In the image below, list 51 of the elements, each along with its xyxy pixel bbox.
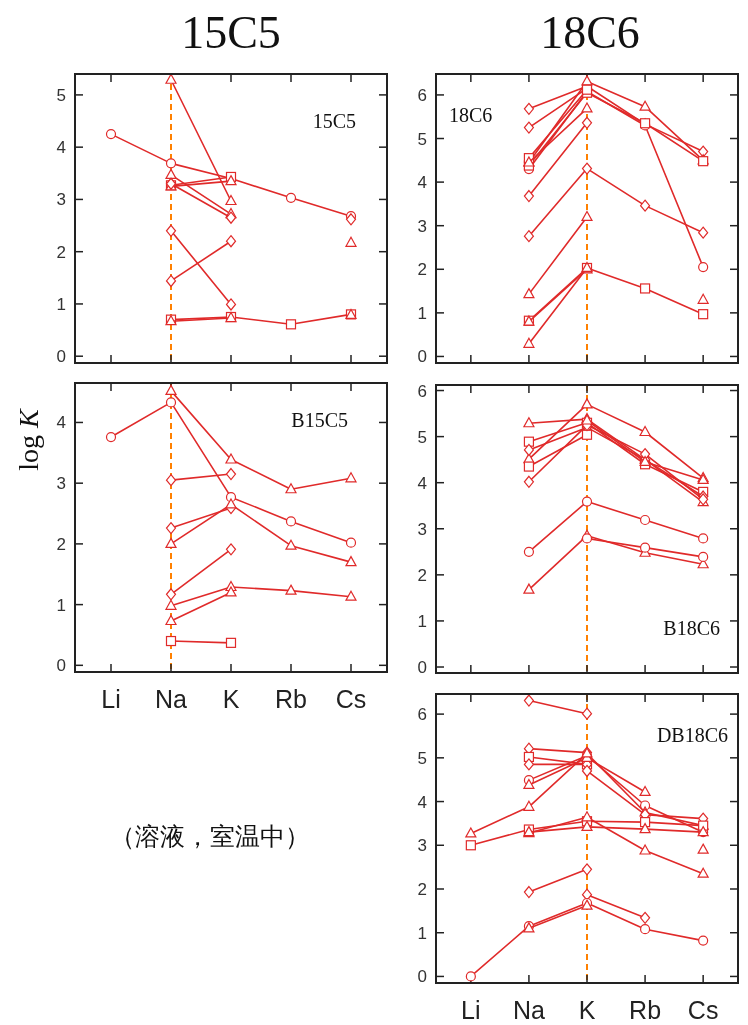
y-tick-label: 2	[417, 260, 427, 280]
y-tick-label: 6	[417, 85, 427, 105]
y-tick-label: 0	[56, 347, 66, 367]
x-tick-label: Na	[512, 996, 545, 1024]
y-tick-label: 3	[417, 519, 427, 539]
annotation: B15C5	[291, 409, 348, 431]
chart-title: 18C6	[540, 7, 640, 58]
y-tick-label: 5	[417, 748, 427, 768]
y-axis-title: log K	[13, 407, 44, 471]
y-tick-label: 2	[417, 565, 427, 585]
y-tick-label: 0	[417, 658, 427, 678]
y-tick-label: 2	[417, 880, 427, 899]
y-tick-label: 4	[417, 173, 427, 193]
y-tick-label: 4	[417, 792, 427, 812]
y-tick-label: 0	[417, 967, 427, 987]
y-tick-label: 1	[56, 294, 66, 314]
y-tick-label: 5	[417, 129, 427, 149]
x-tick-label: K	[578, 996, 596, 1024]
y-tick-label: 1	[56, 595, 66, 615]
y-tick-label: 1	[417, 611, 427, 631]
y-tick-label: 3	[417, 836, 427, 856]
y-tick-label: 4	[56, 138, 66, 158]
y-tick-label: 3	[417, 216, 427, 236]
x-tick-label: Rb	[275, 685, 307, 713]
x-tick-label: Li	[461, 996, 481, 1024]
y-tick-label: 5	[417, 427, 427, 447]
y-tick-label: 2	[56, 242, 66, 262]
annotation: 15C5	[312, 110, 356, 132]
y-tick-label: 4	[56, 413, 66, 433]
x-tick-label: Na	[155, 685, 188, 713]
y-tick-label: 3	[56, 190, 66, 210]
annotation: B18C6	[663, 617, 720, 639]
y-tick-label: 0	[417, 347, 427, 367]
y-tick-label: 5	[56, 85, 66, 105]
y-tick-label: 6	[417, 705, 427, 725]
x-tick-label: Rb	[629, 996, 662, 1024]
annotation: DB18C6	[656, 724, 728, 746]
y-tick-label: 1	[417, 303, 427, 323]
chart-title: 15C5	[181, 7, 281, 58]
y-tick-label: 3	[56, 474, 66, 494]
y-tick-label: 6	[417, 381, 427, 401]
y-tick-label: 4	[417, 473, 427, 493]
x-tick-label: Cs	[687, 996, 719, 1024]
x-tick-label: Cs	[335, 685, 367, 713]
annotation: 18C6	[449, 104, 493, 126]
y-tick-label: 1	[417, 923, 427, 943]
y-tick-label: 0	[56, 656, 66, 676]
x-tick-label: K	[222, 685, 240, 713]
y-tick-label: 2	[56, 534, 66, 554]
x-tick-label: Li	[101, 685, 121, 713]
text: （溶液，室温中）	[110, 822, 310, 850]
